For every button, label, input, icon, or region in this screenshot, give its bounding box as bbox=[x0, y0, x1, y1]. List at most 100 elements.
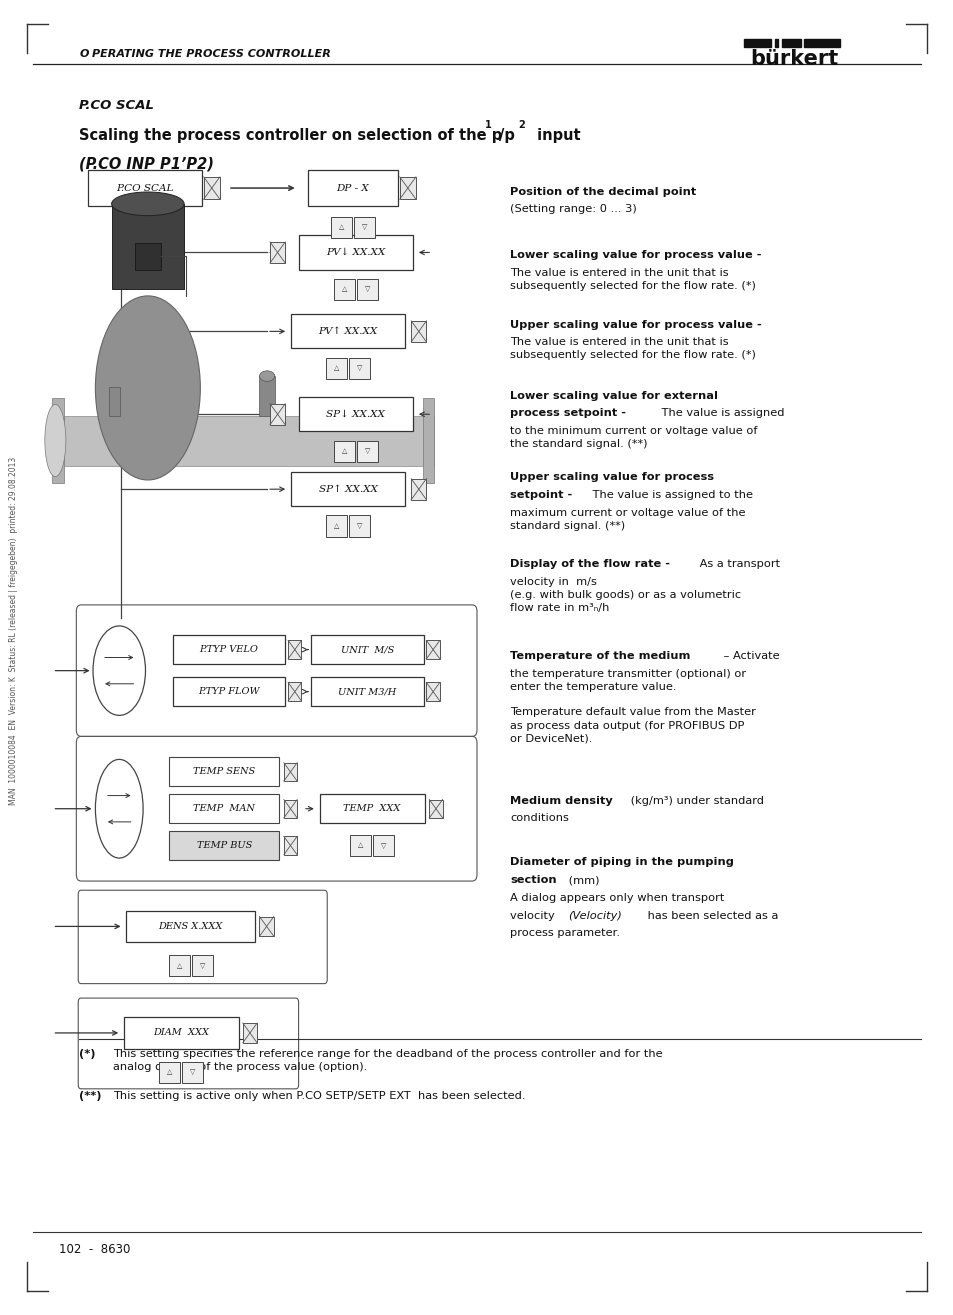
Bar bbox=[242, 1023, 257, 1043]
Text: ▽: ▽ bbox=[361, 225, 367, 230]
Ellipse shape bbox=[95, 296, 200, 480]
Text: P.TYP FLOW: P.TYP FLOW bbox=[198, 688, 259, 696]
Bar bbox=[288, 682, 301, 701]
Bar bbox=[334, 279, 355, 300]
Text: △: △ bbox=[334, 523, 339, 529]
Text: – Activate: – Activate bbox=[720, 651, 779, 661]
Text: △: △ bbox=[341, 287, 347, 292]
Bar bbox=[743, 39, 770, 47]
Text: As a transport: As a transport bbox=[696, 559, 780, 569]
Text: P.TYP VELO: P.TYP VELO bbox=[199, 646, 258, 654]
Bar bbox=[349, 358, 370, 379]
Bar bbox=[426, 682, 439, 701]
Bar bbox=[288, 640, 301, 659]
Text: Medium density: Medium density bbox=[510, 796, 613, 806]
Bar bbox=[172, 635, 285, 664]
Bar bbox=[373, 835, 394, 856]
Text: section: section bbox=[510, 876, 557, 885]
Text: P.CO SCAL: P.CO SCAL bbox=[116, 184, 173, 192]
Text: Diameter of piping in the pumping: Diameter of piping in the pumping bbox=[510, 857, 734, 868]
Bar bbox=[134, 243, 161, 270]
Text: The value is entered in the unit that is
subsequently selected for the flow rate: The value is entered in the unit that is… bbox=[510, 268, 756, 291]
Text: MAN  1000010084  EN  Version: K  Status: RL (released | freigegeben)  printed: 2: MAN 1000010084 EN Version: K Status: RL … bbox=[9, 458, 18, 805]
Text: 102  -  8630: 102 - 8630 bbox=[59, 1243, 131, 1256]
Bar bbox=[411, 321, 426, 342]
Bar bbox=[112, 204, 184, 289]
Text: (**): (**) bbox=[79, 1091, 102, 1102]
Bar bbox=[422, 398, 434, 483]
Text: TEMP BUS: TEMP BUS bbox=[196, 842, 252, 849]
Text: A dialog appears only when transport: A dialog appears only when transport bbox=[510, 893, 724, 903]
Text: the temperature transmitter (optional) or
enter the temperature value.: the temperature transmitter (optional) o… bbox=[510, 669, 746, 692]
Text: ▽: ▽ bbox=[190, 1069, 195, 1076]
Bar bbox=[356, 279, 377, 300]
Text: ▽: ▽ bbox=[356, 366, 362, 371]
Bar bbox=[270, 242, 285, 263]
Bar bbox=[169, 955, 190, 976]
Text: Display of the flow rate -: Display of the flow rate - bbox=[510, 559, 670, 569]
Bar bbox=[170, 757, 278, 786]
Bar bbox=[291, 314, 405, 348]
Text: UNIT M3/H: UNIT M3/H bbox=[337, 688, 396, 696]
FancyBboxPatch shape bbox=[76, 736, 476, 881]
Bar bbox=[426, 640, 439, 659]
Bar bbox=[298, 397, 413, 431]
Text: TEMP SENS: TEMP SENS bbox=[193, 768, 255, 776]
Bar bbox=[291, 472, 405, 506]
Bar bbox=[411, 479, 426, 500]
Bar bbox=[354, 217, 375, 238]
Text: Lower scaling value for process value -: Lower scaling value for process value - bbox=[510, 250, 761, 260]
Bar bbox=[326, 515, 347, 537]
Bar bbox=[170, 794, 278, 823]
Bar bbox=[803, 39, 839, 47]
Text: to the minimum current or voltage value of
the standard signal. (**): to the minimum current or voltage value … bbox=[510, 426, 757, 450]
FancyBboxPatch shape bbox=[78, 890, 327, 984]
Ellipse shape bbox=[112, 192, 184, 216]
Bar bbox=[126, 911, 255, 943]
Text: △: △ bbox=[176, 963, 182, 969]
Bar bbox=[307, 170, 398, 206]
Bar bbox=[331, 217, 352, 238]
Bar bbox=[334, 441, 355, 462]
Text: The value is assigned to the: The value is assigned to the bbox=[588, 490, 752, 500]
Bar bbox=[283, 763, 296, 781]
Bar bbox=[350, 835, 371, 856]
Bar bbox=[204, 176, 219, 199]
Text: Scaling the process controller on selection of the p: Scaling the process controller on select… bbox=[79, 128, 502, 142]
Text: setpoint -: setpoint - bbox=[510, 490, 572, 500]
Bar bbox=[124, 1018, 238, 1049]
Bar bbox=[52, 416, 434, 466]
Text: (Setting range: 0 ... 3): (Setting range: 0 ... 3) bbox=[510, 205, 637, 214]
Bar bbox=[259, 917, 274, 936]
Text: SP↓ XX.XX: SP↓ XX.XX bbox=[326, 410, 385, 418]
Bar bbox=[311, 677, 423, 706]
Text: Upper scaling value for process: Upper scaling value for process bbox=[510, 472, 714, 483]
Bar bbox=[356, 441, 377, 462]
Text: process parameter.: process parameter. bbox=[510, 928, 619, 939]
Text: velocity in  m/s
(e.g. with bulk goods) or as a volumetric
flow rate in m³ₙ/h: velocity in m/s (e.g. with bulk goods) o… bbox=[510, 577, 740, 613]
Bar bbox=[349, 515, 370, 537]
Text: 2: 2 bbox=[517, 120, 524, 130]
Bar bbox=[182, 1063, 203, 1084]
Text: ▽: ▽ bbox=[364, 448, 370, 454]
Text: SP↑ XX.XX: SP↑ XX.XX bbox=[318, 485, 377, 493]
Bar bbox=[311, 635, 423, 664]
Ellipse shape bbox=[93, 626, 145, 715]
Text: input: input bbox=[532, 128, 580, 142]
Bar bbox=[192, 955, 213, 976]
Text: 1: 1 bbox=[484, 120, 491, 130]
Text: (kg/m³) under standard: (kg/m³) under standard bbox=[626, 796, 763, 806]
Text: Lower scaling value for external: Lower scaling value for external bbox=[510, 391, 718, 401]
Text: Temperature default value from the Master
as process data output (for PROFIBUS D: Temperature default value from the Maste… bbox=[510, 707, 756, 743]
Text: △: △ bbox=[357, 843, 363, 848]
Bar bbox=[172, 677, 285, 706]
Bar bbox=[52, 398, 64, 483]
Text: Upper scaling value for process value -: Upper scaling value for process value - bbox=[510, 320, 761, 330]
Text: ▽: ▽ bbox=[364, 287, 370, 292]
Text: △: △ bbox=[334, 366, 339, 371]
Bar bbox=[326, 358, 347, 379]
Text: PERATING THE PROCESS CONTROLLER: PERATING THE PROCESS CONTROLLER bbox=[91, 49, 330, 59]
Ellipse shape bbox=[95, 759, 143, 857]
Text: Temperature of the medium: Temperature of the medium bbox=[510, 651, 690, 661]
Text: The value is entered in the unit that is
subsequently selected for the flow rate: The value is entered in the unit that is… bbox=[510, 337, 756, 360]
